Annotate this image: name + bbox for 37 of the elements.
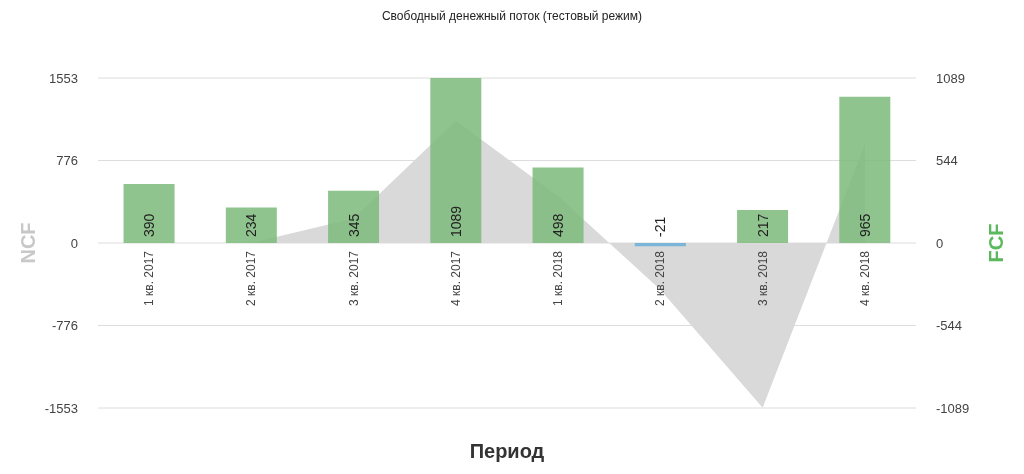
x-tick-label: 1 кв. 2017 (142, 250, 157, 306)
x-axis-title: Период (469, 440, 545, 462)
y-tick-label: 776 (56, 153, 78, 169)
y-tick-label: 0 (70, 235, 78, 251)
x-tick-label: 4 кв. 2017 (448, 250, 463, 306)
y2-tick-label: 0 (936, 235, 944, 251)
bar (430, 78, 482, 243)
bar (532, 167, 584, 243)
x-tick-label: 3 кв. 2018 (755, 250, 770, 306)
data-label: -21 (652, 216, 669, 237)
data-label: 390 (141, 213, 158, 237)
data-label: 234 (243, 213, 260, 237)
y2-tick-label: -1089 (936, 400, 970, 416)
chart-title: Свободный денежный поток (тестовый режим) (380, 8, 644, 25)
bar (328, 190, 380, 243)
x-tick-label: 1 кв. 2018 (551, 250, 566, 306)
bar (225, 207, 277, 243)
bar (123, 183, 175, 243)
y2-tick-label: 1089 (936, 70, 965, 86)
y2-axis-title: FCF (985, 223, 1008, 263)
data-label: 498 (550, 213, 567, 237)
x-tick-label: 4 кв. 2018 (857, 250, 872, 306)
bar (634, 243, 686, 247)
y2-tick-label: 544 (936, 153, 958, 169)
x-tick-label: 2 кв. 2017 (244, 250, 259, 306)
data-label: 965 (856, 213, 873, 237)
bar (737, 210, 789, 243)
x-tick-label: 3 кв. 2017 (346, 250, 361, 306)
y-tick-label: 1553 (49, 70, 78, 86)
y-tick-label: -776 (51, 318, 78, 334)
y2-tick-label: -544 (936, 318, 963, 334)
y-tick-label: -1553 (44, 400, 78, 416)
data-label: 217 (754, 213, 771, 237)
data-label: 345 (345, 213, 362, 237)
bar (839, 96, 891, 243)
x-tick-label: 2 кв. 2018 (653, 250, 668, 306)
data-label: 1089 (447, 205, 464, 237)
